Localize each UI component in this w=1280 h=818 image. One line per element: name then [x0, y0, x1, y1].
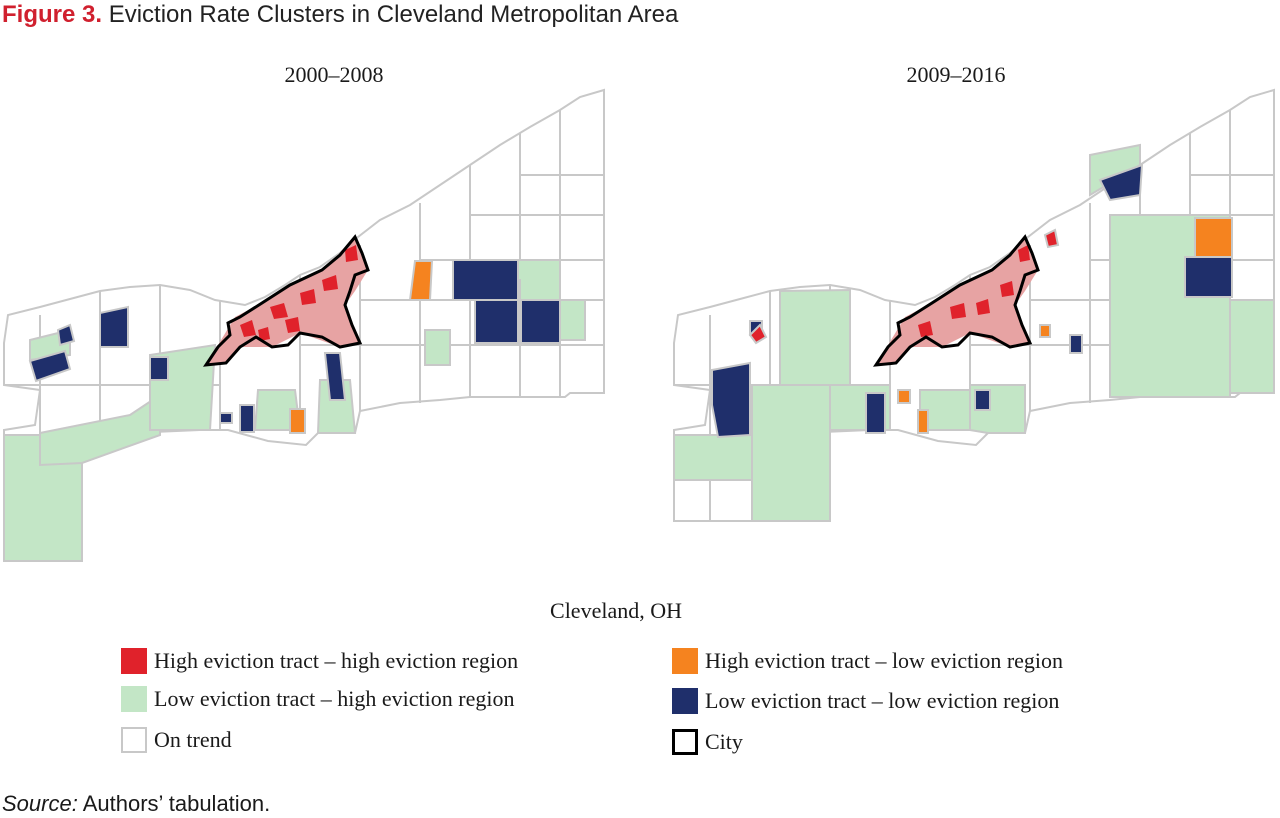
figure-title: Figure 3. Eviction Rate Clusters in Clev… [2, 0, 678, 30]
legend-item-low-low: Low eviction tract – low eviction region [672, 688, 1059, 714]
high-high-tracts [240, 245, 358, 341]
legend-label-low-high: Low eviction tract – high eviction regio… [154, 686, 515, 711]
legend-item-high-low: High eviction tract – low eviction regio… [672, 648, 1063, 674]
figure-title-text: Eviction Rate Clusters in Cleveland Metr… [108, 1, 679, 28]
source-note: Source: Authors’ tabulation. [2, 791, 270, 817]
city-area [202, 234, 370, 367]
legend-swatch-low-high [121, 686, 147, 712]
high-low-tracts [289, 260, 434, 434]
panel-title-2000-2008: 2000–2008 [284, 62, 384, 87]
legend-label-high-high: High eviction tract – high eviction regi… [154, 648, 519, 673]
legend-swatch-high-high [121, 648, 147, 674]
city-area [872, 234, 1040, 367]
city-outline [872, 234, 1040, 367]
high-high-tracts-outer [748, 228, 1060, 345]
map-2000-2008 [3, 88, 605, 562]
region-label: Cleveland, OH [550, 598, 682, 623]
legend-item-high-high: High eviction tract – high eviction regi… [121, 648, 518, 674]
legend-label-on-trend: On trend [154, 727, 232, 752]
legend-label-high-low: High eviction tract – low eviction regio… [705, 648, 1064, 673]
legend-item-city: City [672, 729, 743, 755]
legend-swatch-high-low [672, 648, 698, 674]
panel-title-2009-2016: 2009–2016 [906, 62, 1006, 87]
source-text: Authors’ tabulation. [82, 791, 271, 816]
legend-swatch-on-trend [121, 727, 147, 753]
legend-item-on-trend: On trend [121, 727, 232, 753]
legend-item-low-high: Low eviction tract – high eviction regio… [121, 686, 514, 712]
source-lead: Source: [2, 791, 78, 816]
legend-label-low-low: Low eviction tract – low eviction region [705, 688, 1060, 713]
legend-swatch-city [672, 729, 698, 755]
low-low-tracts [28, 259, 561, 433]
legend-label-city: City [705, 729, 743, 754]
high-low-tracts [897, 217, 1233, 434]
legend-swatch-low-low [672, 688, 698, 714]
high-high-tracts [918, 245, 1030, 337]
city-outline [202, 234, 370, 367]
map-2009-2016 [673, 88, 1275, 522]
city-fill [876, 237, 1038, 365]
figure-label: Figure 3. [2, 1, 103, 28]
